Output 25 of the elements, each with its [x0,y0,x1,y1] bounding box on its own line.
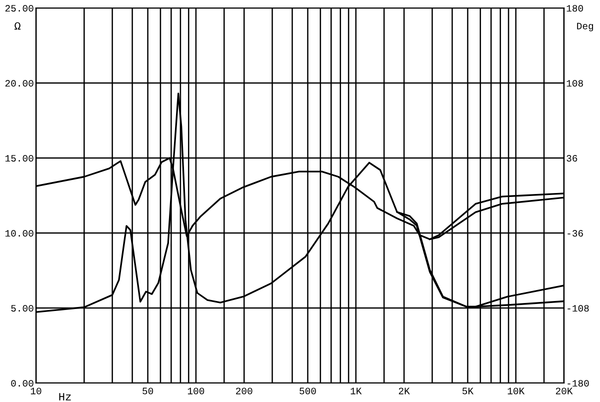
y-axis-title: Ω [14,22,21,30]
y-tick-label: 0.00 [11,380,34,387]
y-tick-label: 15.00 [5,155,34,162]
x-axis-title: Hz [59,393,71,400]
x-tick-label: 10K [508,388,525,394]
y2-tick-label: -108 [568,305,589,312]
y-tick-label: 20.00 [5,80,34,87]
y2-axis-title: Deg [577,22,594,32]
x-tick-label: 5K [462,388,474,394]
x-tick-label: 1K [350,388,362,394]
y-tick-label: 25.00 [5,5,34,12]
x-tick-label: 2K [398,388,410,394]
x-tick-label: 50 [142,388,154,394]
x-tick-label: 200 [236,388,252,394]
y2-tick-label: 36 [566,155,578,162]
y-tick-label: 5.00 [11,305,34,312]
x-tick-label: 10 [30,388,42,394]
y2-tick-label: 108 [566,80,583,87]
y-tick-label: 10.00 [5,230,34,237]
x-tick-label: 20K [556,388,573,394]
y2-tick-label: -180 [568,380,589,387]
y2-tick-label: 180 [566,5,583,12]
x-tick-label: 500 [300,388,316,394]
y2-tick-label: -36 [568,230,583,237]
x-tick-label: 100 [188,388,204,394]
